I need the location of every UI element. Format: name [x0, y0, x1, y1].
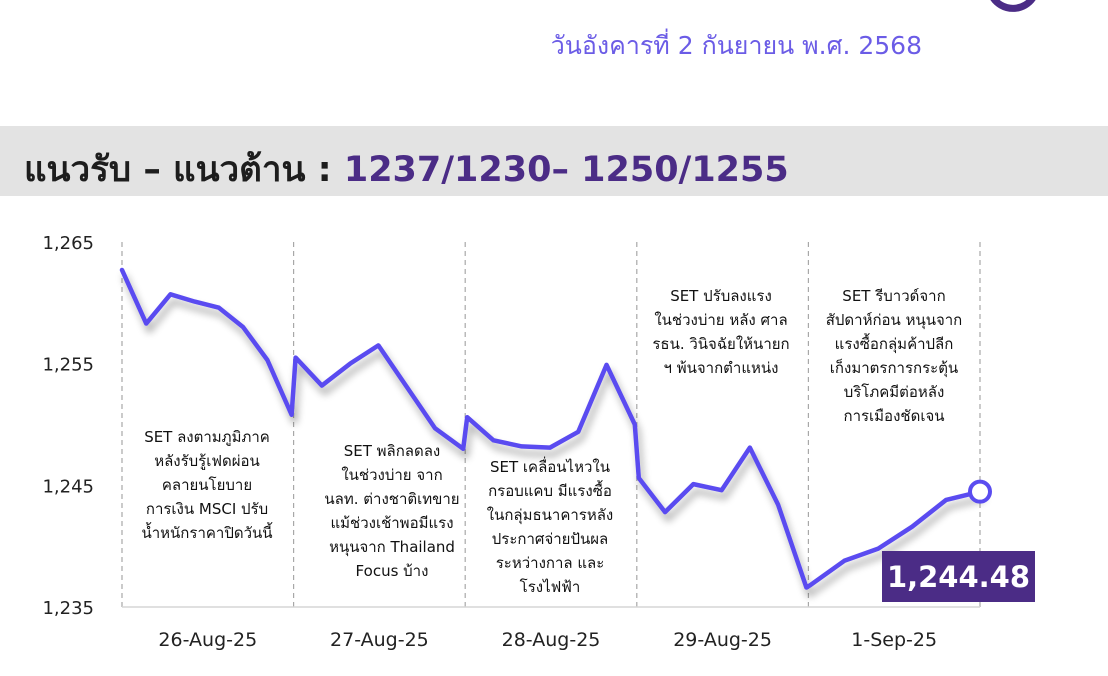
y-tick-label: 1,245	[42, 476, 94, 497]
series-line	[119, 267, 983, 590]
y-tick-label: 1,235	[42, 598, 94, 619]
report-date: วันอังคารที่ 2 กันยายน พ.ศ. 2568	[550, 31, 922, 60]
axis-layer: 1,235 1,245 1,255 1,265 26-Aug-25 27-Aug-25 28…	[42, 233, 980, 651]
x-tick-label: 1-Sep-25	[851, 629, 937, 651]
annotation-day-1: SET ลงตามภูมิภาค หลังรับรู้เฟดผ่อน คลายน…	[141, 428, 273, 542]
x-tick-label: 26-Aug-25	[158, 629, 257, 651]
support-resistance-values: 1237/1230– 1250/1255	[343, 150, 789, 190]
y-tick-label: 1,265	[42, 233, 94, 254]
x-tick-label: 27-Aug-25	[330, 629, 429, 651]
top-arc-decoration	[990, 0, 1036, 12]
support-resistance-band	[0, 126, 1108, 196]
x-tick-label: 29-Aug-25	[673, 629, 772, 651]
series-layer	[119, 267, 983, 590]
annotation-day-5: SET รีบาวด์จาก สัปดาห์ก่อน หนุนจาก แรงซื…	[825, 287, 963, 425]
annotation-day-4: SET ปรับลงแรง ในช่วงบ่าย หลัง ศาล รธน. ว…	[652, 287, 790, 377]
x-tick-label: 28-Aug-25	[502, 629, 601, 651]
support-resistance-label: แนวรับ – แนวต้าน :	[24, 150, 344, 190]
y-tick-label: 1,255	[42, 355, 94, 376]
annotation-day-2: SET พลิกลดลง ในช่วงบ่าย จาก นลท. ต่างชาต…	[324, 442, 460, 580]
last-point-marker	[968, 479, 992, 504]
point-layer	[968, 479, 992, 504]
support-resistance-title: แนวรับ – แนวต้าน : 1237/1230– 1250/1255	[24, 142, 789, 197]
annotation-day-3: SET เคลื่อนไหวใน กรอบแคบ มีแรงซื้อ ในกลุ…	[486, 458, 614, 596]
last-value-label: 1,244.48	[882, 551, 1035, 602]
